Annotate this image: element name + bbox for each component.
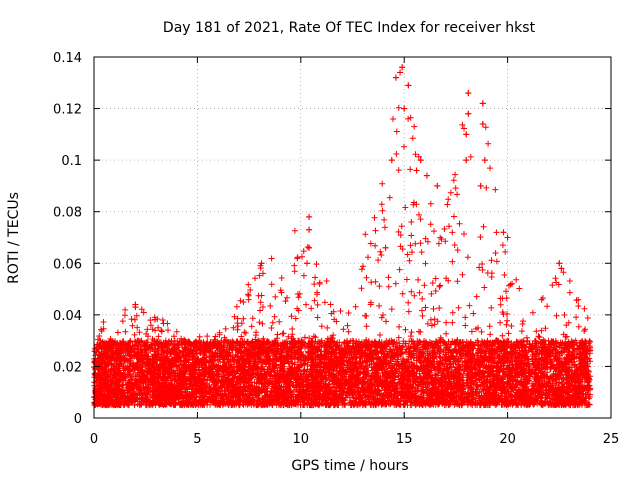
data-point-peak (388, 157, 395, 164)
y-tick-label: 0 (74, 412, 82, 427)
chart-title: Day 181 of 2021, Rate Of TEC Index for r… (163, 20, 536, 36)
data-point-peak (258, 260, 265, 267)
data-point-peak (413, 167, 420, 174)
y-tick-label: 0.1 (61, 154, 82, 169)
x-tick-label: 20 (499, 432, 516, 447)
data-point-peak (306, 226, 313, 233)
x-tick-label: 15 (396, 432, 413, 447)
plot-frame (93, 56, 612, 419)
data-point-peak (500, 229, 507, 236)
y-tick-label: 0.06 (53, 257, 82, 272)
x-tick-label: 5 (193, 432, 201, 447)
data-point-peak (504, 234, 511, 241)
y-tick-label: 0.02 (53, 360, 82, 375)
y-tick-label: 0.04 (53, 309, 82, 324)
data-point-peak (132, 304, 139, 311)
data-point-peak (465, 90, 472, 97)
data-point-peak (397, 69, 404, 76)
data-point-peak (558, 265, 565, 272)
data-point-peak (465, 110, 472, 117)
y-tick-label: 0.08 (53, 206, 82, 221)
y-tick-label: 0.14 (53, 51, 82, 66)
data-point-peak (481, 157, 488, 164)
data-point-peak (306, 244, 313, 251)
data-point-peak (434, 182, 441, 189)
data-point-peak (463, 131, 470, 138)
x-tick-label: 0 (90, 432, 98, 447)
data-point-peak (417, 157, 424, 164)
x-tick-label: 25 (603, 432, 620, 447)
x-axis-label: GPS time / hours (291, 458, 408, 474)
data-point-peak (479, 121, 486, 128)
data-point-peak (463, 157, 470, 164)
x-tick-label: 10 (293, 432, 310, 447)
data-point-peak (401, 105, 408, 112)
data-point-peak (405, 82, 412, 89)
data-point-peak (392, 74, 399, 81)
roti-series-markers (91, 64, 594, 409)
data-points (91, 64, 594, 409)
data-point-peak (382, 244, 389, 251)
axis-ticks: 0 5 10 15 20 25 0 0.02 0.04 0.06 0.08 0.1 0.12 0.14 (53, 51, 619, 447)
data-point-peak (306, 213, 313, 220)
data-point-peak (556, 260, 563, 267)
data-point-peak (399, 64, 406, 71)
y-axis-label: ROTI / TECUs (6, 192, 22, 284)
y-tick-label: 0.12 (53, 103, 82, 118)
data-point-peak (304, 260, 311, 267)
data-point-peak (423, 172, 430, 179)
data-point-peak (479, 100, 486, 107)
data-point-peak (477, 182, 484, 189)
